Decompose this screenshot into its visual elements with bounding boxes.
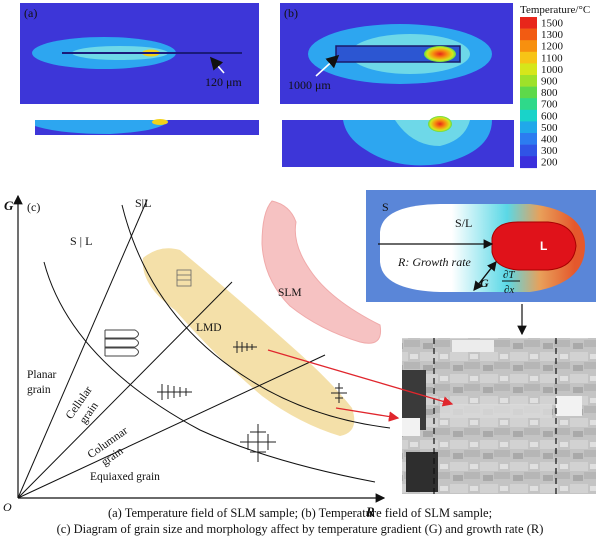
colorbar-tick-label: 1300 [541, 29, 564, 41]
pool-liquid-zone [491, 221, 577, 271]
colorbar-tick-label: 500 [541, 122, 558, 134]
sl-curve-top [121, 204, 391, 429]
gradient-label: G [480, 276, 489, 290]
planar-front-glyph [176, 269, 192, 287]
colorbar-swatch [520, 63, 537, 76]
region-columnar: Columnargrain [86, 425, 139, 473]
micrograph-dark-bottom [406, 452, 438, 492]
red-arrow-lower [335, 407, 400, 422]
gradient-arrow-back [473, 261, 497, 291]
slm-band [261, 200, 382, 344]
top-sl-label: S|L [135, 196, 151, 210]
colorbar-swatch [520, 75, 537, 87]
colorbar-swatch [520, 121, 537, 134]
columnar-dendrite-glyph [157, 341, 257, 400]
colorbar-tick-label: 300 [541, 145, 558, 157]
slm-label: SLM [278, 287, 302, 299]
micrograph-light-band [440, 404, 552, 418]
colorbar-tick-label: 700 [541, 99, 558, 111]
lmd-label: LMD [196, 322, 222, 334]
ray-cellular-columnar [17, 281, 233, 499]
left-sl-label: S | L [70, 234, 92, 248]
panel-c: G R O (c) S|L S | L Planar grain Cellular… [3, 194, 391, 519]
micrograph-white-right [556, 396, 582, 416]
caption-line-1: (a) Temperature field of SLM sample; (b)… [107, 506, 493, 520]
colorbar-tick-label: 1100 [541, 52, 563, 64]
region-cellular: Cellulargrain [64, 384, 107, 429]
micrograph [402, 338, 596, 494]
derivative-denominator: ∂x [504, 284, 514, 296]
panel-b-tag: (b) [284, 6, 298, 20]
colorbar-swatch [520, 17, 537, 29]
panel-b-annotation-arrow [315, 54, 340, 77]
red-arrow-upper [267, 349, 454, 407]
x-axis-label: R [365, 504, 375, 519]
colorbar-tick-label: 1200 [541, 41, 564, 53]
lmd-band [142, 248, 355, 436]
equiaxed-dendrite-glyph [240, 383, 347, 462]
sl-curve-left [43, 261, 376, 483]
colorbar-swatch [520, 28, 537, 41]
pool-mushy-label: S/L [455, 216, 472, 230]
colorbar-tick-label: 800 [541, 87, 558, 99]
panel-a-annotation-arrow [209, 56, 225, 74]
colorbar: Temperature/°C 1500130012001100100090080… [520, 4, 590, 169]
y-axis-label: G [4, 198, 14, 213]
panel-a-side-hot [152, 119, 168, 125]
colorbar-swatch [520, 51, 537, 64]
colorbar-swatch [520, 86, 537, 99]
derivative-numerator: ∂T [503, 269, 515, 281]
cellular-grain-glyph [104, 329, 139, 357]
panel-a-side-pool [35, 120, 168, 134]
colorbar-tick-label: 900 [541, 76, 558, 88]
colorbar-tick-label: 1500 [541, 18, 564, 30]
colorbar-tick-label: 400 [541, 134, 558, 146]
pool-liquid-label: L [540, 239, 547, 253]
region-planar: Planar grain [27, 369, 57, 396]
colorbar-swatch [520, 133, 537, 145]
panel-a-tag: (a) [24, 6, 37, 20]
micrograph-white-top [452, 340, 494, 352]
region-equiaxed: Equiaxed grain [90, 471, 160, 483]
panel-b-hot-zone [424, 46, 456, 62]
panel-b-annotation: 1000 μm [288, 78, 331, 92]
panel-b-side-hot [428, 116, 452, 132]
growth-rate-label: R: Growth rate [397, 255, 472, 269]
colorbar-swatch [520, 156, 537, 169]
colorbar-swatch [520, 98, 537, 111]
panel-c-tag: (c) [27, 200, 40, 214]
ray-planar-cellular [17, 199, 148, 499]
pool-diagram: S S/L L R: Growth rate G ∂T ∂x [366, 190, 596, 302]
panel-b: (b) 1000 μm [280, 3, 514, 167]
colorbar-swatch [520, 109, 537, 122]
panel-a-annotation: 120 μm [205, 75, 242, 89]
panel-a: (a) 120 μm [20, 3, 259, 135]
colorbar-tick-label: 600 [541, 110, 558, 122]
colorbar-tick-labels: 1500130012001100100090080070060050040030… [541, 18, 564, 169]
colorbar-title: Temperature/°C [520, 4, 590, 16]
colorbar-swatches [520, 17, 537, 169]
colorbar-swatch [520, 40, 537, 53]
caption-line-2: (c) Diagram of grain size and morphology… [56, 522, 544, 536]
micrograph-white-left [402, 418, 420, 436]
origin-label: O [3, 500, 12, 514]
colorbar-swatch [520, 144, 537, 157]
pool-solid-label: S [382, 200, 389, 214]
colorbar-tick-label: 200 [541, 157, 558, 169]
colorbar-tick-label: 1000 [541, 64, 564, 76]
ray-columnar-equiaxed [17, 354, 326, 499]
